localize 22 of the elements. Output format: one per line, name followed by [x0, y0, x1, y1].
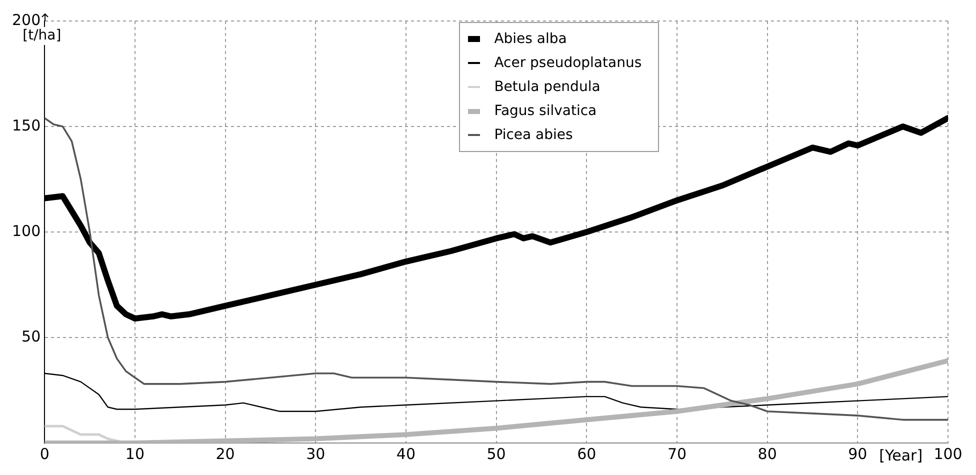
x-tick-label: 50: [486, 444, 506, 463]
legend-label: Betula pendula: [494, 79, 600, 95]
y-tick-label: 200: [12, 10, 41, 29]
x-tick-label: 70: [667, 444, 687, 463]
legend-label: Picea abies: [494, 127, 573, 143]
x-axis-title: [Year]: [879, 446, 923, 464]
y-axis-title: [t/ha]: [22, 28, 62, 44]
x-tick-label: 20: [216, 444, 235, 463]
legend-label: Abies alba: [494, 31, 567, 47]
x-tick-label: 30: [306, 444, 326, 463]
y-tick-label: 150: [12, 116, 41, 134]
legend-label: Fagus silvatica: [494, 103, 597, 119]
x-tick-label: 10: [125, 444, 145, 463]
x-tick-label: 80: [758, 444, 777, 463]
legend-label: Acer pseudoplatanus: [494, 55, 642, 71]
x-tick-label: 0: [40, 444, 50, 463]
y-tick-label: 50: [22, 327, 41, 346]
x-tick-label: 60: [577, 444, 596, 463]
y-tick-label: 100: [12, 222, 41, 240]
x-tick-label: 100: [934, 444, 962, 463]
x-tick-label: 90: [848, 444, 868, 463]
x-tick-label: 40: [396, 444, 416, 463]
